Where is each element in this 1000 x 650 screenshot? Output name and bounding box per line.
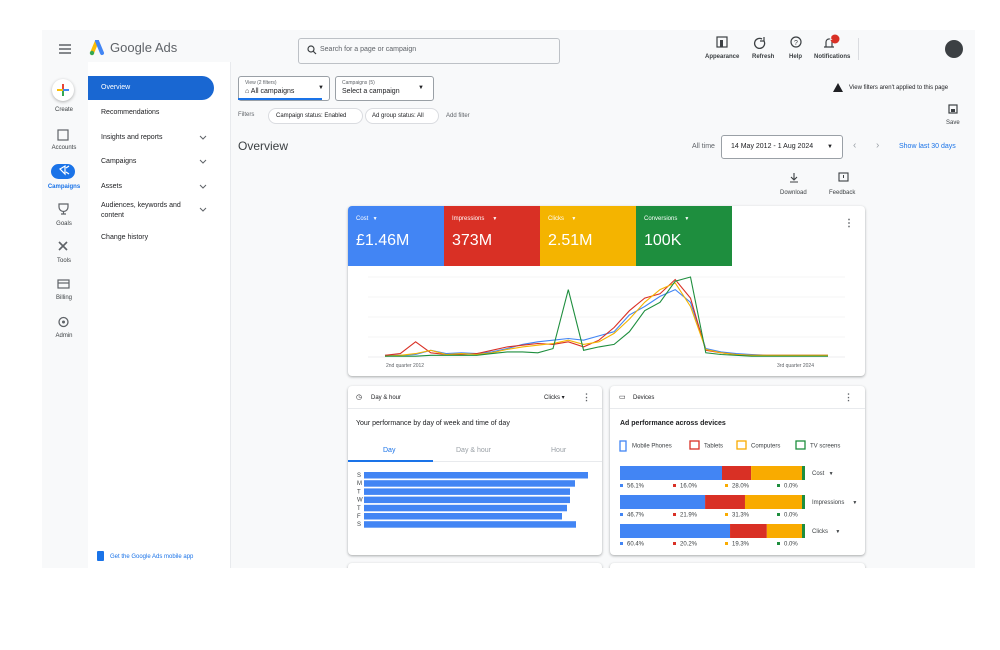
x-label-end: 3rd quarter 2024 [777, 360, 814, 372]
tool-icons [789, 172, 851, 184]
view-value: ⌂ All campaigns [245, 86, 294, 98]
kebab[interactable]: ⋮ [582, 391, 591, 403]
page-title: Overview [238, 140, 288, 152]
action-help[interactable]: Help [789, 51, 802, 63]
rail-billing[interactable]: Billing [42, 292, 86, 304]
rail-admin[interactable]: Admin [42, 330, 86, 342]
svg-text:?: ? [794, 40, 798, 47]
mobile-icon [97, 551, 104, 561]
x-label-start: 2nd quarter 2012 [386, 360, 424, 372]
nav-item[interactable]: Overview [101, 82, 130, 94]
metric-caret: ▼ [571, 213, 576, 225]
action-notifications[interactable]: Notifications [814, 51, 850, 63]
metric-value: 373M [452, 232, 492, 250]
devices-title: Devices [633, 392, 654, 404]
download[interactable]: Download [780, 187, 807, 199]
divider [858, 38, 859, 60]
metric-select-text: Clicks [544, 395, 560, 401]
next-button[interactable]: › [876, 140, 879, 152]
feedback[interactable]: Feedback [829, 187, 855, 199]
prev-button[interactable]: ‹ [853, 140, 856, 152]
metric-caret: ▼ [373, 213, 378, 225]
day-hour-card [348, 386, 602, 555]
tab-underline [348, 460, 433, 462]
devices-card [610, 386, 865, 555]
header-icons: ? [714, 34, 844, 50]
search-placeholder: Search for a page or campaign [320, 44, 416, 56]
divider [348, 408, 602, 409]
metric-value: 100K [644, 232, 681, 250]
nav-item[interactable]: Assets [101, 181, 122, 193]
filters-label: Filters [238, 109, 254, 121]
logo [89, 40, 105, 56]
warning-icon [833, 83, 843, 92]
metric-value: £1.46M [356, 232, 409, 250]
devices-icon: ▭ [619, 392, 626, 404]
notification-badge: 1 [829, 33, 832, 45]
kebab[interactable]: ⋮ [844, 391, 853, 403]
search-icon [307, 45, 317, 55]
caret: ▼ [418, 82, 424, 94]
page-bottom [0, 568, 1000, 650]
metric-name: Clicks [548, 213, 564, 225]
metric-name: Impressions [452, 213, 484, 225]
kebab[interactable]: ⋮ [844, 218, 854, 230]
day-hour-title: Day & hour [371, 392, 401, 404]
nav-item[interactable]: Recommendations [101, 107, 159, 119]
view-value-text: All campaigns [251, 88, 295, 95]
view-underline [238, 98, 322, 100]
show-last-30[interactable]: Show last 30 days [899, 141, 956, 153]
caret: ▼ [827, 141, 833, 153]
metric-name: Conversions [644, 213, 677, 225]
divider [610, 408, 865, 409]
nav-item[interactable]: Audiences, keywords and content [101, 201, 197, 221]
save-label[interactable]: Save [946, 117, 960, 129]
tab[interactable]: Day & hour [456, 445, 491, 457]
save-icon [948, 104, 958, 114]
rail-create[interactable]: Create [42, 104, 86, 116]
menu-icon[interactable] [58, 43, 72, 55]
product-name: Google Ads [110, 42, 177, 54]
day-hour-heading: Your performance by day of week and time… [356, 418, 510, 430]
rail-goals[interactable]: Goals [42, 218, 86, 230]
metric-caret: ▼ [684, 213, 689, 225]
devices-heading: Ad performance across devices [620, 418, 726, 430]
rail-tools[interactable]: Tools [42, 255, 86, 267]
add-filter[interactable]: Add filter [446, 110, 470, 122]
date-range-text: 14 May 2012 - 1 Aug 2024 [731, 141, 813, 153]
range-label: All time [692, 141, 715, 153]
metric-name: Cost [356, 213, 368, 225]
avatar[interactable] [945, 40, 963, 58]
clock-icon: ◷ [356, 392, 362, 404]
metric-caret: ▼ [492, 213, 497, 225]
header [42, 30, 975, 31]
filter-notice: View filters aren't applied to this page [849, 82, 948, 94]
filter-chip-text: Campaign status: Enabled [276, 110, 346, 122]
action-appearance[interactable]: Appearance [705, 51, 739, 63]
tab-active[interactable]: Day [383, 445, 395, 457]
create-icon [56, 83, 70, 97]
action-refresh[interactable]: Refresh [752, 51, 774, 63]
rail-campaigns[interactable]: Campaigns [42, 181, 86, 193]
nav-footer[interactable]: Get the Google Ads mobile app [110, 551, 193, 563]
campaigns-value: Select a campaign [342, 86, 400, 98]
nav-item[interactable]: Change history [101, 232, 148, 244]
caret: ▼ [318, 82, 324, 94]
rail-accounts[interactable]: Accounts [42, 142, 86, 154]
nav-item[interactable]: Insights and reports [101, 132, 162, 144]
metric-value: 2.51M [548, 232, 592, 250]
filter-chip-text: Ad group status: All [372, 110, 424, 122]
nav-chevrons [198, 130, 208, 214]
nav-item[interactable]: Campaigns [101, 156, 136, 168]
metric-select[interactable]: Clicks ▾ [544, 392, 565, 404]
tab[interactable]: Hour [551, 445, 566, 457]
